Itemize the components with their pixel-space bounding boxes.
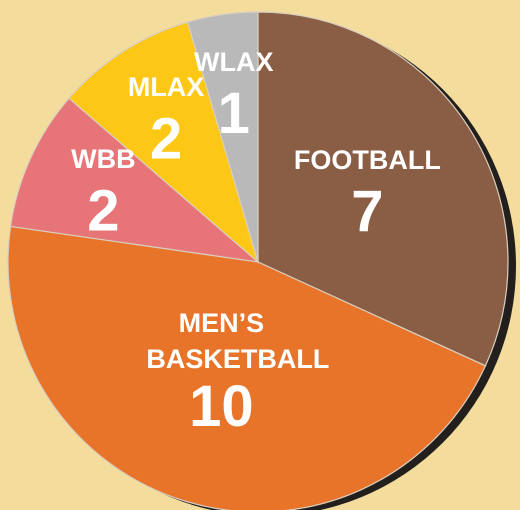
slice-name: FOOTBALL: [293, 144, 441, 175]
slice-name: WLAX: [194, 46, 274, 77]
pie-slice: [186, 11, 259, 263]
slice-value: 1: [218, 81, 250, 146]
slice-value: 10: [189, 374, 254, 439]
pie-slice: [68, 21, 260, 264]
slice-name: MEN’S BASKETBALL: [146, 307, 330, 374]
slice-value: 2: [150, 106, 182, 171]
pie-slice: [257, 11, 509, 367]
pie-slice: [9, 97, 260, 263]
slice-name: WBB: [71, 144, 136, 175]
pie-slice: [7, 225, 487, 510]
slice-value: 7: [351, 179, 383, 244]
slice-label: MEN’S BASKETBALL: [146, 307, 330, 374]
slice-label: FOOTBALL: [293, 144, 441, 175]
slice-name: MLAX: [127, 71, 205, 102]
slice-label: MLAX: [127, 71, 205, 102]
slice-label: WBB: [71, 144, 136, 175]
slice-value: 2: [87, 179, 119, 244]
slice-label: WLAX: [194, 46, 274, 77]
